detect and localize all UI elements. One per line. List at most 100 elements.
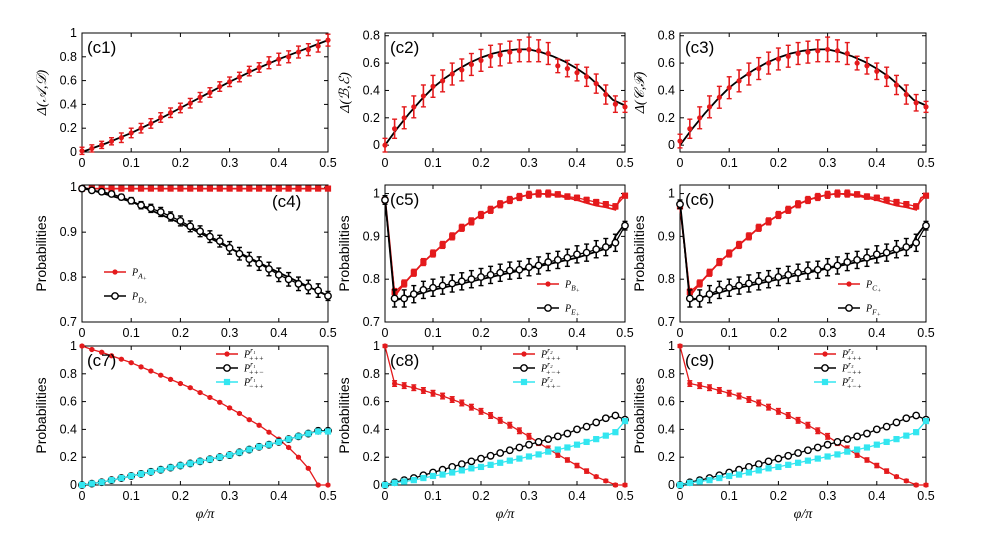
data-point — [765, 218, 772, 225]
data-point — [863, 429, 871, 438]
legend-marker — [845, 304, 853, 312]
data-point — [127, 196, 136, 205]
legend-label: Pr₁ +++ — [243, 346, 264, 363]
data-point — [305, 47, 311, 53]
data-point — [696, 280, 703, 287]
data-point — [478, 57, 484, 63]
x-tick-label: 0.2 — [472, 156, 489, 170]
data-point — [676, 200, 684, 209]
x-tick-label: 0.5 — [616, 326, 633, 340]
data-point — [276, 56, 282, 62]
series-line — [384, 345, 625, 486]
data-point — [535, 190, 542, 197]
data-point — [593, 436, 600, 443]
data-point — [564, 193, 571, 200]
legend: PA+ PD+ — [104, 268, 148, 307]
data-point — [128, 472, 135, 480]
x-tick-label: 0.5 — [616, 489, 633, 503]
data-point — [834, 451, 841, 458]
series-experiment — [382, 36, 628, 153]
data-point — [496, 268, 505, 277]
data-point — [459, 400, 465, 406]
data-point — [167, 185, 174, 192]
data-point — [147, 468, 154, 475]
data-point — [804, 196, 812, 204]
legend-marker — [846, 281, 852, 287]
data-point — [148, 368, 154, 374]
data-point — [217, 399, 223, 405]
legend: Pr₃ +++Pr₃ −++Pr₃ +−+ — [814, 346, 862, 391]
data-point — [236, 449, 243, 456]
data-point — [854, 191, 861, 198]
panel-label: (c9) — [685, 351, 714, 370]
y-tick-label: 1 — [70, 339, 77, 353]
y-tick-label: 0.8 — [60, 270, 77, 284]
data-point — [137, 185, 145, 192]
data-point — [255, 259, 264, 268]
data-point — [853, 256, 862, 264]
legend-label: PC+ — [865, 280, 881, 295]
x-tick-label: 0.5 — [319, 156, 336, 170]
y-tick-label: 0.6 — [658, 56, 675, 70]
data-point — [685, 294, 694, 303]
data-point — [756, 65, 762, 72]
x-tick-label: 0.4 — [568, 326, 585, 340]
data-point — [468, 465, 475, 472]
data-point — [295, 49, 302, 55]
data-point — [516, 48, 523, 54]
x-tick-label: 0.2 — [172, 156, 189, 170]
data-point — [246, 417, 252, 423]
data-point — [526, 433, 532, 439]
data-point — [564, 65, 571, 72]
y-tick-label: 0.4 — [658, 422, 675, 436]
x-tick-label: 0.4 — [868, 489, 885, 503]
data-point — [545, 190, 552, 197]
data-point — [592, 418, 601, 427]
data-point — [497, 201, 504, 208]
data-point — [883, 196, 890, 204]
data-point — [156, 208, 165, 216]
x-tick-label: 0.3 — [221, 156, 238, 170]
data-point — [912, 411, 921, 420]
data-point — [893, 436, 900, 443]
data-point — [314, 286, 323, 295]
data-point — [206, 185, 214, 192]
data-point — [419, 285, 428, 294]
legend-label: Pr₁ −++ — [243, 374, 264, 391]
data-point — [833, 438, 842, 446]
y-tick-label: 1 — [373, 187, 380, 201]
data-point — [420, 474, 427, 482]
data-point — [873, 441, 880, 448]
data-point — [563, 253, 572, 262]
data-point — [505, 446, 514, 455]
data-point — [913, 100, 919, 106]
data-point — [815, 48, 821, 54]
data-point — [765, 404, 772, 410]
data-point — [496, 449, 505, 457]
x-tick-label: 0.3 — [520, 489, 537, 503]
legend-marker — [521, 351, 527, 357]
data-point — [843, 258, 852, 266]
y-tick-label: 0 — [668, 478, 675, 492]
data-point — [305, 185, 312, 192]
data-point — [295, 433, 302, 440]
data-point — [677, 138, 683, 144]
data-point — [535, 451, 542, 458]
data-point — [401, 383, 407, 389]
data-point — [716, 387, 722, 394]
data-point — [534, 261, 543, 270]
data-point — [573, 441, 581, 448]
data-point — [872, 250, 881, 259]
data-point — [118, 474, 125, 482]
data-point — [912, 238, 921, 247]
data-point — [582, 422, 591, 431]
data-point — [487, 461, 494, 468]
legend-entry: Pr₂ ++− — [513, 374, 561, 391]
x-tick-label: 0.1 — [424, 156, 441, 170]
legend-marker — [520, 378, 528, 386]
y-tick-label: 0 — [373, 138, 380, 152]
data-point — [687, 126, 693, 132]
legend-label: Pr₂ +++ — [540, 346, 561, 363]
data-point — [525, 191, 533, 198]
data-point — [265, 265, 273, 273]
